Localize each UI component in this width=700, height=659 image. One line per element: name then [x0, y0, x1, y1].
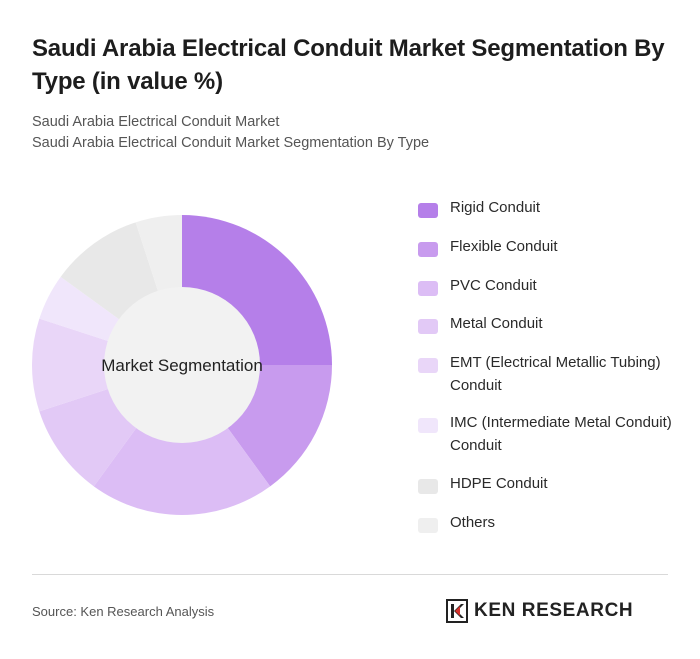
legend-label: Flexible Conduit [450, 238, 558, 255]
ken-research-logo: KEN RESEARCH [446, 598, 633, 624]
legend-item-hdpe-conduit: HDPE Conduit [418, 472, 678, 495]
legend-label: EMT (Electrical Metallic Tubing) Conduit [450, 354, 661, 394]
footer-divider [32, 574, 668, 575]
donut-chart: Market Segmentation [32, 215, 332, 515]
chart-subtitle: Saudi Arabia Electrical Conduit Market S… [32, 112, 429, 154]
legend-swatch [418, 358, 438, 373]
legend-item-emt-electrical-metallic-tubing-conduit: EMT (Electrical Metallic Tubing) Conduit [418, 351, 678, 397]
legend-swatch [418, 479, 438, 494]
legend-swatch [418, 319, 438, 334]
chart-title: Saudi Arabia Electrical Conduit Market S… [32, 35, 665, 95]
legend-label: Rigid Conduit [450, 199, 541, 216]
subtitle-line-market: Saudi Arabia Electrical Conduit Market [32, 114, 280, 130]
legend-label: IMC (Intermediate Metal Conduit) Conduit [450, 414, 672, 454]
legend-label: Metal Conduit [450, 315, 543, 332]
legend-item-others: Others [418, 511, 678, 534]
ken-research-k-logo-icon [446, 599, 468, 623]
legend-item-pvc-conduit: PVC Conduit [418, 274, 678, 297]
donut-center-label: Market Segmentation [101, 356, 263, 375]
legend-swatch [418, 203, 438, 218]
legend-swatch [418, 418, 438, 433]
ken-research-wordmark: KEN RESEARCH [474, 600, 634, 621]
donut-center [104, 287, 260, 443]
legend-item-metal-conduit: Metal Conduit [418, 312, 678, 335]
legend-item-imc-intermediate-metal-conduit-conduit: IMC (Intermediate Metal Conduit) Conduit [418, 411, 678, 457]
subtitle-line-segmentation: Saudi Arabia Electrical Conduit Market S… [32, 135, 430, 151]
legend-item-rigid-conduit: Rigid Conduit [418, 196, 678, 219]
legend-label: Others [450, 514, 496, 531]
legend-swatch [418, 281, 438, 296]
legend-label: PVC Conduit [450, 277, 537, 294]
source-note: Source: Ken Research Analysis [32, 604, 215, 619]
legend-item-flexible-conduit: Flexible Conduit [418, 235, 678, 258]
legend-swatch [418, 518, 438, 533]
donut-chart-svg: Market Segmentation [32, 215, 332, 515]
legend-swatch [418, 242, 438, 257]
legend-label: HDPE Conduit [450, 475, 548, 492]
